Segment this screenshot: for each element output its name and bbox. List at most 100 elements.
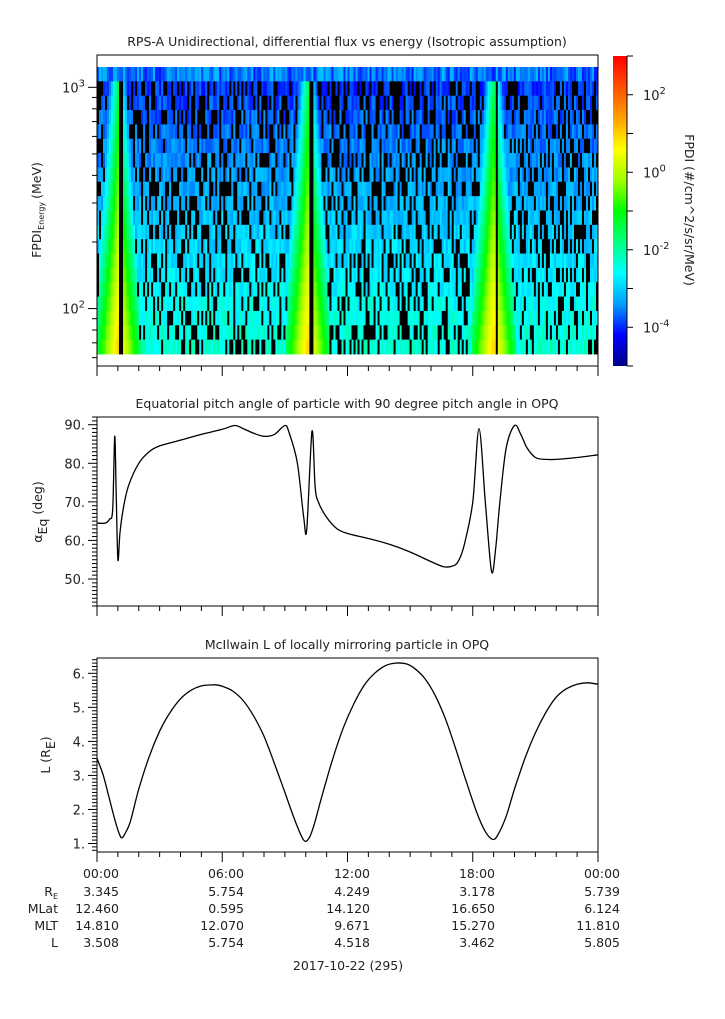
spectrogram-cell: [127, 325, 130, 341]
spectrogram-cell: [427, 181, 431, 197]
spectrogram-cell: [269, 196, 272, 211]
spectrogram-cell: [315, 67, 318, 82]
spectrogram-cell: [473, 339, 477, 355]
spectrogram-cell: [211, 138, 214, 154]
spectrogram-cell: [337, 310, 340, 326]
spectrogram-cell: [347, 224, 350, 240]
spectrogram-cell: [385, 239, 388, 254]
spectrogram-cell: [425, 239, 429, 254]
spectrogram-cell: [361, 181, 364, 197]
spectrogram-cell: [203, 167, 206, 183]
spectrogram-cell: [475, 124, 479, 140]
spectrogram-cell: [427, 267, 431, 283]
spectrogram-cell: [121, 310, 124, 326]
spectrogram-cell: [441, 167, 445, 183]
spectrogram-cell: [485, 110, 489, 125]
spectrogram-cell: [269, 181, 272, 197]
spectrogram-cell: [177, 167, 180, 183]
spectrogram-cell: [199, 282, 202, 297]
spectrogram-cell: [255, 339, 258, 355]
spectrogram-cell: [107, 167, 110, 183]
spectrogram-cell: [523, 67, 527, 82]
spectrogram-cell: [291, 81, 294, 97]
spectrogram-cell: [175, 81, 178, 97]
spectrogram-cell: [373, 296, 376, 312]
spectrogram-cell: [425, 267, 429, 283]
spectrogram-cell: [385, 310, 388, 326]
spectrogram-cell: [505, 210, 509, 226]
spectrogram-cell: [507, 253, 511, 269]
spectrogram-cell: [593, 210, 597, 226]
spectrogram-cell: [117, 325, 120, 341]
spectrogram-cell: [427, 153, 431, 168]
spectrogram-cell: [493, 253, 497, 269]
spectrogram-cell: [153, 95, 156, 111]
spectrogram-cell: [385, 138, 388, 154]
spectrogram-cell: [227, 181, 230, 197]
spectrogram-cell: [521, 310, 525, 326]
spectrogram-cell: [371, 339, 374, 355]
spectrogram-cell: [453, 224, 457, 240]
spectrogram-cell: [449, 267, 453, 283]
spectrogram-cell: [305, 296, 308, 312]
spectrogram-cell: [141, 339, 144, 355]
spectrogram-cell: [195, 310, 198, 326]
spectrogram-cell: [131, 296, 134, 312]
spectrogram-cell: [579, 124, 583, 140]
spectrogram-cell: [305, 282, 308, 297]
spectrogram-cell: [125, 239, 128, 254]
spectrogram-cell: [271, 167, 274, 183]
spectrogram-cell: [207, 339, 210, 355]
spectrogram-cell: [161, 196, 164, 211]
spectrogram-cell: [459, 167, 463, 183]
spectrogram-cell: [473, 253, 477, 269]
spectrogram-cell: [331, 95, 334, 111]
spectrogram-cell: [143, 325, 146, 341]
spectrogram-cell: [455, 67, 459, 82]
spectrogram-cell: [479, 253, 483, 269]
spectrogram-cell: [431, 325, 435, 341]
spectrogram-cell: [197, 124, 200, 140]
spectrogram-cell: [105, 310, 108, 326]
spectrogram-cell: [415, 81, 419, 97]
spectrogram-cell: [115, 167, 118, 183]
spectrogram-cell: [457, 181, 461, 197]
spectrogram-cell: [205, 138, 208, 154]
spectrogram-cell: [219, 282, 222, 297]
spectrogram-cell: [365, 153, 368, 168]
spectrogram-cell: [281, 310, 284, 326]
spectrogram-cell: [225, 124, 228, 140]
spectrogram-cell: [419, 210, 423, 226]
spectrogram-cell: [515, 167, 519, 183]
spectrogram-cell: [223, 196, 226, 211]
spectrogram-cell: [459, 210, 463, 226]
spectrogram-cell: [345, 153, 348, 168]
spectrogram-cell: [399, 224, 402, 240]
spectrogram-cell: [549, 67, 553, 82]
spectrogram-cell: [145, 282, 148, 297]
spectrogram-cell: [381, 95, 384, 111]
spectrogram-cell: [183, 138, 186, 154]
spectrogram-cell: [511, 239, 515, 254]
spectrogram-cell: [165, 253, 168, 269]
spectrogram-cell: [293, 110, 296, 125]
spectrogram-cell: [109, 196, 112, 211]
spectrogram-cell: [223, 296, 226, 312]
spectrogram-cell: [187, 95, 190, 111]
spectrogram-cell: [339, 253, 342, 269]
spectrogram-cell: [141, 310, 144, 326]
spectrogram-cell: [515, 153, 519, 168]
spectrogram-cell: [583, 296, 587, 312]
spectrogram-cell: [509, 110, 513, 125]
spectrogram-cell: [531, 224, 535, 240]
spectrogram-cell: [161, 138, 164, 154]
spectrogram-cell: [351, 253, 354, 269]
spectrogram-cell: [447, 153, 451, 168]
spectrogram-cell: [133, 110, 136, 125]
spectrogram-cell: [203, 138, 206, 154]
spectrogram-cell: [427, 339, 431, 355]
spectrogram-cell: [187, 196, 190, 211]
spectrogram-cell: [253, 267, 256, 283]
spectrogram-cell: [523, 124, 527, 140]
spectrogram-cell: [535, 110, 539, 125]
